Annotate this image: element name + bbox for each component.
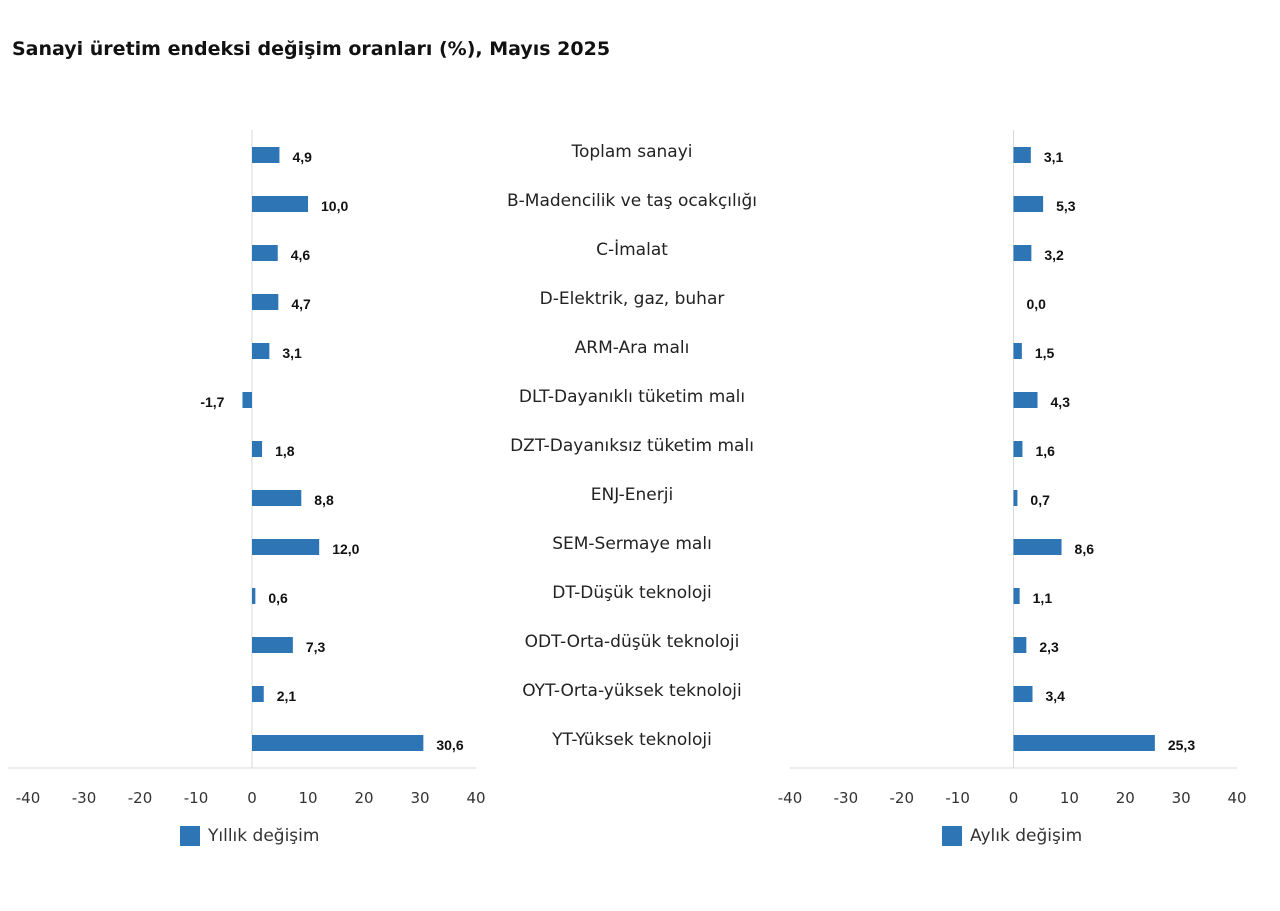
category-label: B-Madencilik ve taş ocakçılığı (507, 191, 757, 211)
category-label: DZT-Dayanıksız tüketim malı (510, 436, 754, 456)
x-tick-label-aylik: -20 (890, 789, 915, 807)
chart-title: Sanayi üretim endeksi değişim oranları (… (12, 38, 611, 60)
data-label-aylik: 5,3 (1056, 198, 1076, 214)
bar-aylik (1013, 392, 1038, 408)
category-label: ENJ-Enerji (591, 485, 673, 505)
data-label-aylik: 0,7 (1030, 492, 1050, 508)
x-tick-label-aylik: 20 (1116, 789, 1135, 807)
data-label-yillik: 8,8 (314, 492, 334, 508)
x-tick-label-yillik: -40 (16, 789, 41, 807)
bar-aylik (1013, 686, 1033, 702)
category-label: C-İmalat (596, 239, 668, 260)
x-tick-label-yillik: -30 (72, 789, 97, 807)
bar-yillik (242, 392, 252, 408)
data-label-yillik: 4,7 (291, 296, 311, 312)
bar-aylik (1013, 588, 1020, 604)
data-label-yillik: 30,6 (436, 737, 463, 753)
data-label-aylik: 25,3 (1168, 737, 1195, 753)
legend-swatch-yillik (180, 826, 200, 846)
category-label: SEM-Sermaye malı (552, 534, 712, 554)
bar-yillik (252, 588, 256, 604)
x-tick-label-yillik: 20 (354, 789, 373, 807)
x-tick-label-yillik: 10 (298, 789, 317, 807)
legend-swatch-aylik (942, 826, 962, 846)
bar-yillik (252, 735, 424, 751)
data-label-aylik: 2,3 (1039, 639, 1059, 655)
category-label: YT-Yüksek teknoloji (551, 730, 712, 750)
bar-yillik (252, 245, 278, 261)
bar-aylik (1013, 735, 1155, 751)
data-label-aylik: 1,5 (1035, 345, 1055, 361)
x-tick-label-aylik: 40 (1227, 789, 1246, 807)
data-label-aylik: 8,6 (1075, 541, 1095, 557)
bar-yillik (252, 294, 279, 310)
bar-yillik (252, 637, 293, 653)
data-label-aylik: 1,6 (1035, 443, 1055, 459)
x-tick-label-aylik: 10 (1060, 789, 1079, 807)
data-label-yillik: 7,3 (306, 639, 326, 655)
x-tick-label-aylik: -40 (778, 789, 803, 807)
legend-yillik: Yıllık değişim (180, 826, 319, 846)
bar-yillik (252, 343, 270, 359)
bar-aylik (1013, 343, 1022, 359)
bar-yillik (252, 490, 302, 506)
data-label-yillik: -1,7 (200, 394, 224, 410)
data-label-yillik: 1,8 (275, 443, 295, 459)
data-label-aylik: 3,4 (1045, 688, 1065, 704)
data-label-aylik: 4,3 (1051, 394, 1071, 410)
bar-yillik (252, 147, 280, 163)
bar-yillik (252, 686, 264, 702)
bar-yillik (252, 441, 263, 457)
legend-aylik: Aylık değişim (942, 826, 1082, 846)
data-label-aylik: 3,2 (1044, 247, 1064, 263)
bar-aylik (1013, 441, 1023, 457)
x-tick-label-aylik: 30 (1172, 789, 1191, 807)
legend-label-yillik: Yıllık değişim (208, 826, 320, 846)
data-label-yillik: 2,1 (277, 688, 297, 704)
x-tick-label-aylik: -10 (945, 789, 970, 807)
category-label: DT-Düşük teknoloji (552, 583, 712, 603)
x-tick-label-aylik: -30 (834, 789, 859, 807)
data-label-yillik: 4,6 (291, 247, 311, 263)
data-label-yillik: 10,0 (321, 198, 348, 214)
bar-yillik (252, 539, 320, 555)
data-label-aylik: 1,1 (1033, 590, 1053, 606)
data-label-aylik: 0,0 (1027, 296, 1047, 312)
bar-aylik (1013, 245, 1032, 261)
x-tick-label-yillik: -20 (128, 789, 153, 807)
category-label: OYT-Orta-yüksek teknoloji (522, 681, 742, 701)
x-tick-label-yillik: 30 (410, 789, 429, 807)
data-label-yillik: 12,0 (332, 541, 359, 557)
category-label: ODT-Orta-düşük teknoloji (525, 632, 740, 652)
category-label: ARM-Ara malı (575, 338, 690, 358)
data-label-yillik: 0,6 (268, 590, 288, 606)
data-label-aylik: 3,1 (1044, 149, 1064, 165)
category-label: DLT-Dayanıklı tüketim malı (519, 387, 745, 407)
data-label-yillik: 3,1 (282, 345, 302, 361)
bar-aylik (1013, 196, 1044, 212)
bar-aylik (1013, 147, 1031, 163)
x-tick-label-aylik: 0 (1009, 789, 1019, 807)
bar-yillik (252, 196, 308, 212)
x-tick-label-yillik: 40 (466, 789, 485, 807)
data-label-yillik: 4,9 (292, 149, 312, 165)
legend-label-aylik: Aylık değişim (970, 826, 1083, 846)
bar-aylik (1013, 637, 1027, 653)
bar-aylik (1013, 539, 1062, 555)
bar-aylik (1013, 490, 1018, 506)
category-label: D-Elektrik, gaz, buhar (540, 289, 725, 309)
x-tick-label-yillik: -10 (184, 789, 209, 807)
category-label: Toplam sanayi (570, 142, 692, 162)
x-tick-label-yillik: 0 (247, 789, 257, 807)
